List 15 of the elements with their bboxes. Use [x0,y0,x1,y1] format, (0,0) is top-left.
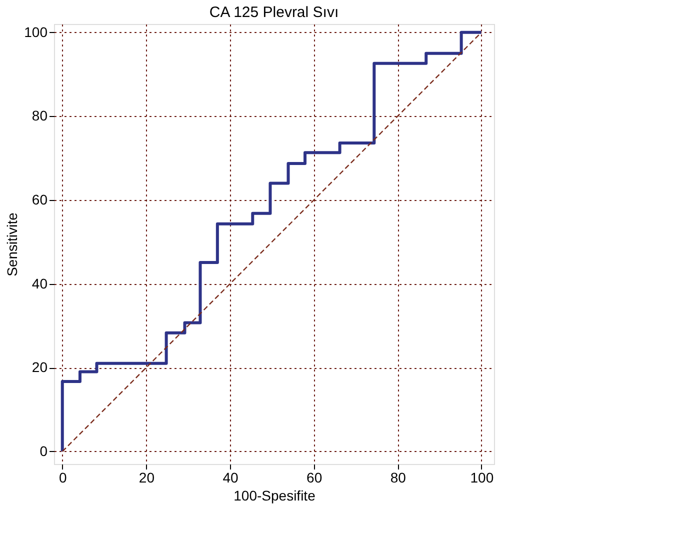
y-tick-label: 0 [40,442,48,459]
y-tick-label: 40 [32,275,48,292]
chart-title: CA 125 Plevral Sıvı [209,4,339,21]
x-tick-label: 20 [138,470,155,486]
x-tick-label: 60 [306,470,322,486]
x-tick-label: 40 [222,470,238,486]
y-tick-label: 60 [32,192,48,208]
x-axis-title: 100-Spesifite [234,488,316,504]
y-tick-label: 20 [32,359,48,376]
x-tick-label: 80 [390,470,406,486]
x-tick-label: 0 [58,470,67,486]
y-tick-label: 100 [24,24,48,40]
y-tick-label: 80 [32,108,48,124]
x-tick-label: 100 [470,470,494,486]
y-axis-title: Sensitivite [4,212,20,276]
